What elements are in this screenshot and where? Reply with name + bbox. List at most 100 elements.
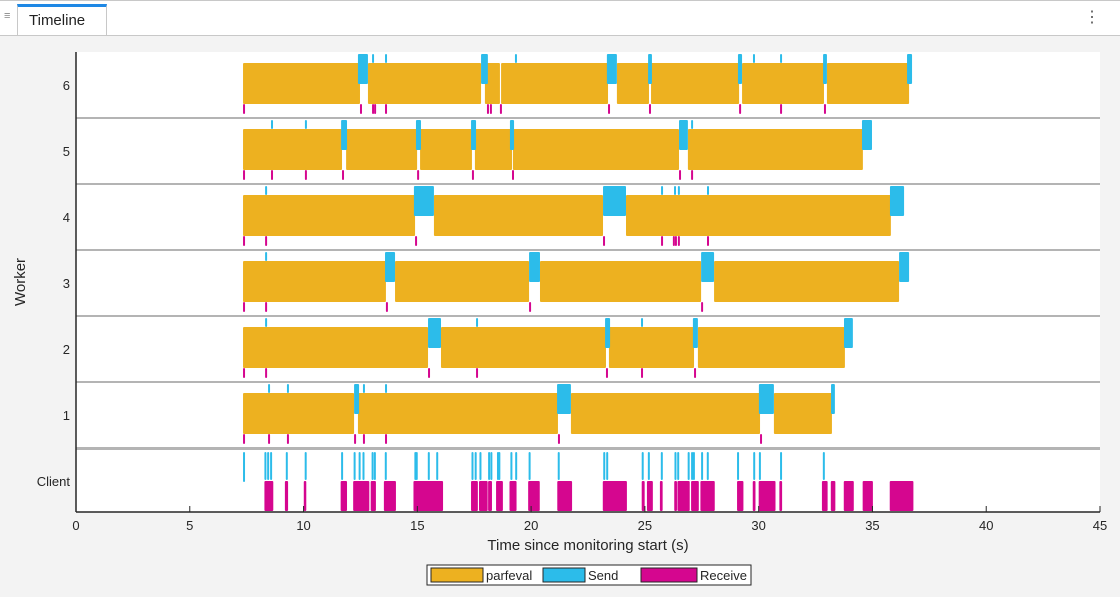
receive-mark [489, 104, 492, 114]
client-receive-block [659, 481, 663, 511]
row-label: 6 [63, 78, 70, 93]
client-send-mark [415, 452, 418, 480]
parfeval-bar [357, 393, 558, 434]
client-receive-block [889, 481, 914, 511]
receive-mark [529, 302, 532, 312]
send-mark [679, 120, 688, 150]
send-mark [509, 120, 515, 150]
send-mark [265, 186, 268, 195]
x-tick-label: 30 [751, 518, 765, 533]
row-separator [76, 117, 1100, 119]
grip-icon[interactable]: ≡ [4, 10, 11, 22]
receive-mark [359, 104, 362, 114]
receive-mark [603, 236, 606, 246]
receive-mark [707, 236, 710, 246]
receive-mark [243, 302, 246, 312]
receive-mark [739, 104, 742, 114]
send-mark [471, 120, 477, 150]
send-mark [413, 186, 434, 216]
parfeval-bar [826, 63, 910, 104]
client-send-mark [706, 452, 709, 480]
receive-mark [385, 302, 388, 312]
client-send-mark [691, 452, 694, 480]
send-mark [701, 252, 715, 282]
send-mark [606, 54, 617, 84]
row-separator [76, 249, 1100, 251]
client-send-mark [753, 452, 756, 480]
x-tick-label: 15 [410, 518, 424, 533]
receive-mark [677, 236, 680, 246]
x-tick-label: 0 [72, 518, 79, 533]
receive-mark [354, 434, 357, 444]
client-send-mark [687, 452, 690, 480]
receive-mark [415, 236, 418, 246]
client-send-mark [490, 452, 493, 480]
client-send-mark [758, 452, 761, 480]
send-mark [907, 54, 913, 84]
client-send-mark [341, 452, 344, 480]
client-receive-block [843, 481, 854, 511]
client-receive-block [752, 481, 756, 511]
receive-mark [265, 368, 268, 378]
client-send-mark [510, 452, 513, 480]
receive-mark [428, 368, 431, 378]
send-mark [831, 384, 835, 414]
receive-mark [701, 302, 704, 312]
send-mark [605, 318, 611, 348]
x-tick-label: 5 [186, 518, 193, 533]
receive-mark [476, 368, 479, 378]
send-mark [529, 252, 540, 282]
send-mark [674, 186, 677, 195]
client-receive-block [646, 481, 653, 511]
receive-mark [694, 368, 697, 378]
client-send-mark [701, 452, 704, 480]
parfeval-bar [243, 393, 355, 434]
send-mark [385, 54, 388, 63]
client-send-mark [353, 452, 356, 480]
client-send-mark [471, 452, 474, 480]
client-send-mark [427, 452, 430, 480]
parfeval-bar [243, 129, 343, 170]
client-send-mark [488, 452, 491, 480]
send-mark [265, 252, 268, 261]
parfeval-bar [243, 63, 360, 104]
send-mark [899, 252, 910, 282]
x-tick-label: 10 [296, 518, 310, 533]
kebab-menu-icon[interactable]: ⋮ [1084, 9, 1100, 26]
client-send-mark [692, 452, 695, 480]
parfeval-bar [616, 63, 649, 104]
client-receive-block [370, 481, 376, 511]
client-receive-block [737, 481, 744, 511]
receive-mark [823, 104, 826, 114]
legend-label-send: Send [588, 568, 618, 583]
receive-mark [385, 104, 388, 114]
receive-mark [268, 434, 271, 444]
send-mark [844, 318, 853, 348]
client-send-mark [270, 452, 273, 480]
client-send-mark [267, 452, 270, 480]
send-mark [265, 318, 268, 327]
receive-mark [648, 104, 651, 114]
legend-swatch [640, 567, 698, 583]
send-mark [341, 120, 348, 150]
parfeval-bar [773, 393, 832, 434]
parfeval-bar [243, 261, 386, 302]
y-axis-label: Worker [12, 258, 29, 306]
receive-mark [661, 236, 664, 246]
send-mark [648, 54, 652, 84]
receive-mark [471, 170, 474, 180]
parfeval-bar [367, 63, 482, 104]
send-mark [428, 318, 441, 348]
send-mark [861, 120, 872, 150]
client-send-mark [436, 452, 439, 480]
client-send-mark [243, 452, 246, 482]
receive-mark [691, 170, 694, 180]
row-separator [76, 183, 1100, 185]
send-mark [357, 54, 368, 84]
parfeval-bar [243, 327, 429, 368]
tab-label: Timeline [29, 12, 86, 29]
tab-timeline[interactable]: Timeline [17, 4, 107, 35]
parfeval-bar [697, 327, 845, 368]
client-send-mark [285, 452, 288, 480]
send-mark [707, 186, 710, 195]
